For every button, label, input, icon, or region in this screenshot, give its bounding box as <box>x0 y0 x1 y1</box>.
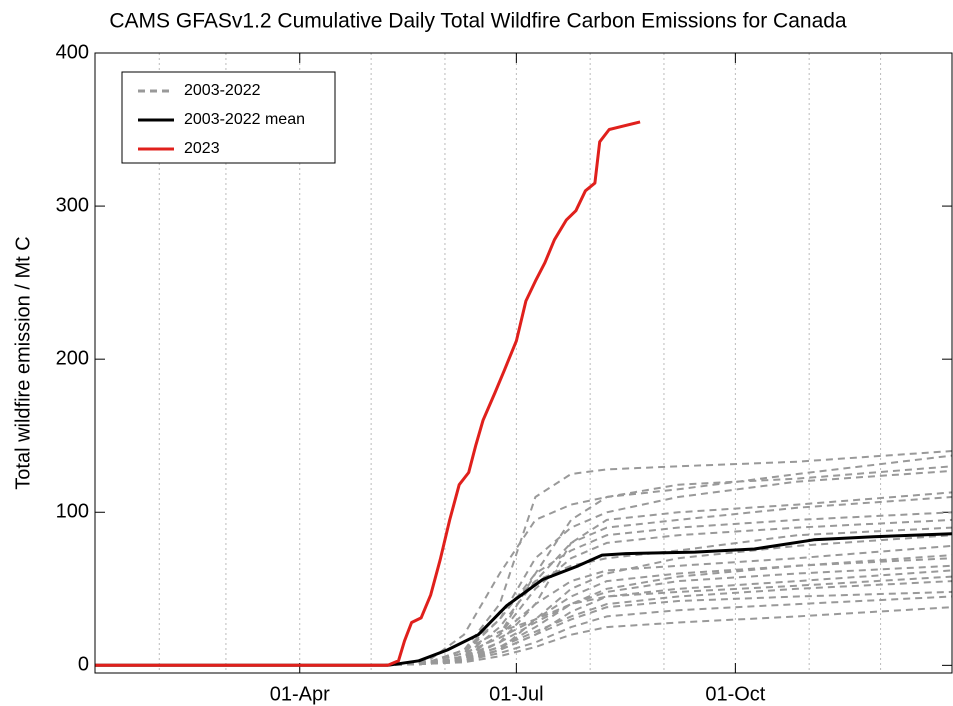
series-line <box>95 532 953 667</box>
chart-title: CAMS GFASv1.2 Cumulative Daily Total Wil… <box>109 10 847 33</box>
legend-label: 2003-2022 <box>184 82 261 99</box>
x-tick-label: 01-Jul <box>489 683 543 705</box>
legend-label: 2023 <box>184 140 220 157</box>
series-line <box>95 606 953 667</box>
plot-frame <box>94 52 953 674</box>
y-tick-label: 0 <box>78 654 89 676</box>
y-tick-label: 300 <box>56 194 89 216</box>
y-tick-label: 200 <box>56 347 89 369</box>
legend-label: 2003-2022 mean <box>184 111 305 128</box>
series-line <box>95 120 641 667</box>
y-tick-label: 100 <box>56 501 89 523</box>
y-axis-label: Total wildfire emission / Mt C <box>12 236 34 489</box>
x-tick-label: 01-Apr <box>270 683 330 705</box>
y-tick-label: 400 <box>56 41 89 63</box>
x-tick-label: 01-Oct <box>705 683 765 705</box>
